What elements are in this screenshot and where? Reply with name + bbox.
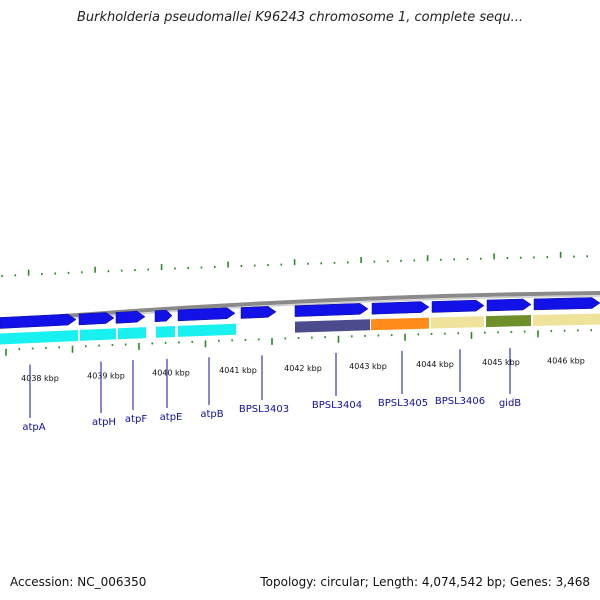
gene-arrow: [0, 313, 77, 329]
gene-arrow: [177, 307, 236, 322]
map-title: Burkholderia pseudomallei K96243 chromos…: [76, 10, 524, 25]
feature-block: [0, 329, 78, 345]
gene-arrow: [371, 301, 430, 315]
gene-arrow: [294, 303, 369, 317]
kbp-labels: 4038 kbp 4039 kbp 4040 kbp 4041 kbp 4042 kbp…: [21, 357, 585, 383]
gene-arrow: [486, 298, 532, 312]
accession-text: Accession: NC_006350: [10, 575, 147, 589]
gene-label: atpH: [92, 417, 116, 428]
gene-label: atpF: [125, 414, 147, 425]
feature-block: [533, 313, 600, 326]
gene-label: atpB: [200, 409, 223, 420]
topology-summary: Topology: circular; Length: 4,074,542 bp…: [260, 575, 590, 589]
gene-label: atpE: [160, 412, 183, 423]
kbp-ticks: [1, 251, 593, 356]
feature-block: [156, 326, 175, 338]
feature-blocks: [0, 297, 600, 345]
gene-arrow: [78, 312, 115, 326]
feature-block: [371, 317, 429, 331]
gene-arrow: [533, 297, 600, 311]
gene-label: BPSL3406: [435, 396, 485, 407]
feature-block: [295, 319, 370, 333]
gene-label: atpA: [22, 422, 45, 433]
gene-arrow: [431, 299, 485, 313]
kbp-label: 4039 kbp: [87, 371, 125, 380]
gene-label: BPSL3404: [312, 400, 362, 411]
gene-label: gidB: [499, 398, 521, 409]
kbp-label: 4045 kbp: [482, 358, 520, 367]
gene-arrow: [240, 306, 277, 319]
kbp-label: 4043 kbp: [349, 362, 387, 371]
feature-block: [178, 323, 236, 337]
feature-block: [431, 316, 484, 329]
gene-labels: atpA atpH atpF atpE atpB BPSL3403 BPSL3404 BPSL…: [22, 347, 521, 433]
kbp-label: 4044 kbp: [416, 360, 454, 369]
kbp-label: 4041 kbp: [219, 366, 257, 375]
kbp-label: 4042 kbp: [284, 364, 322, 373]
kbp-label: 4038 kbp: [21, 374, 59, 383]
feature-block: [80, 328, 116, 341]
kbp-label: 4040 kbp: [152, 369, 190, 378]
feature-block: [118, 327, 146, 340]
feature-block: [486, 314, 531, 328]
gene-arrow: [154, 309, 173, 323]
gene-label: BPSL3403: [239, 404, 289, 415]
kbp-label: 4046 kbp: [547, 357, 585, 366]
gene-label: BPSL3405: [378, 398, 428, 409]
gene-arrow: [115, 310, 146, 324]
